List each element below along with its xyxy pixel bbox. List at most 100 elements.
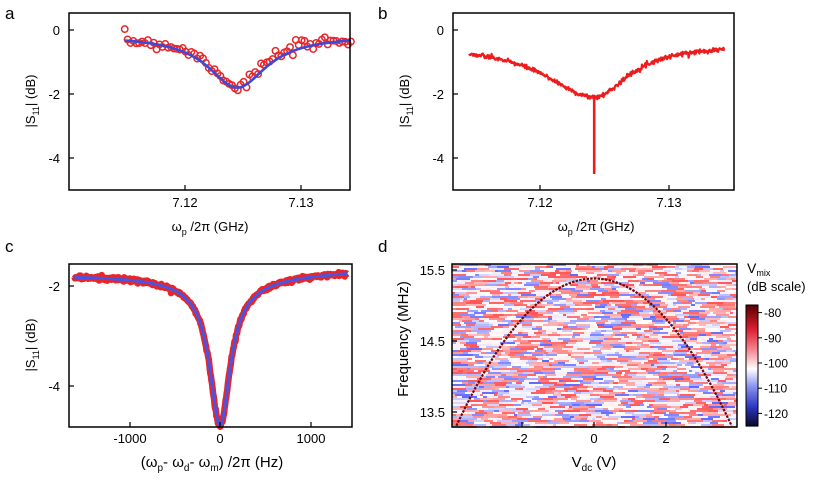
d-heatmap-cell — [530, 276, 533, 278]
d-heatmap-cell — [600, 286, 611, 288]
d-heatmap-cell — [686, 286, 702, 288]
d-heatmap-cell — [627, 266, 641, 268]
d-heatmap-cell — [579, 406, 589, 408]
d-heatmap-cell — [718, 410, 733, 412]
d-heatmap-cell — [495, 284, 498, 286]
d-heatmap-cell — [457, 350, 471, 352]
d-heatmap-cell — [587, 418, 592, 420]
d-heatmap-cell — [721, 286, 726, 288]
d-heatmap-cell — [634, 412, 650, 414]
d-heatmap-cell — [681, 354, 685, 356]
d-heatmap-cell — [470, 394, 480, 396]
d-heatmap-cell — [524, 284, 539, 286]
d-heatmap-cell — [720, 324, 728, 326]
d-heatmap-cell — [580, 334, 590, 336]
d-heatmap-cell — [548, 346, 564, 348]
d-heatmap-cell — [582, 374, 594, 376]
d-heatmap-cell — [652, 420, 666, 422]
colorbar-segment — [746, 341, 758, 344]
d-heatmap-cell — [624, 336, 629, 338]
d-heatmap-cell — [621, 268, 636, 270]
d-heatmap-cell — [542, 416, 548, 418]
d-heatmap-cell — [575, 362, 579, 364]
d-heatmap-cell — [599, 268, 604, 270]
d-heatmap-cell — [653, 358, 658, 360]
d-heatmap-cell — [452, 396, 457, 398]
d-heatmap-cell — [621, 416, 635, 418]
d-heatmap-cell — [548, 416, 562, 418]
d-heatmap-cell — [465, 282, 474, 284]
d-heatmap-cell — [456, 278, 470, 280]
d-heatmap-cell — [662, 368, 666, 370]
d-heatmap-cell — [590, 394, 599, 396]
d-heatmap-cell — [632, 360, 648, 362]
d-heatmap-cell — [494, 394, 497, 396]
d-heatmap-cell — [471, 330, 487, 332]
d-heatmap-cell — [586, 412, 601, 414]
d-heatmap-cell — [563, 376, 579, 378]
d-heatmap-cell — [588, 408, 603, 410]
d-heatmap-cell — [719, 294, 730, 296]
d-heatmap-cell — [495, 388, 499, 390]
d-heatmap-cell — [645, 398, 659, 400]
d-heatmap-cell — [667, 278, 674, 280]
d-heatmap-cell — [528, 360, 537, 362]
d-heatmap-cell — [644, 362, 659, 364]
d-heatmap-cell — [569, 414, 579, 416]
d-heatmap-cell — [609, 410, 619, 412]
colorbar-segment — [746, 337, 758, 340]
d-heatmap-cell — [511, 364, 514, 366]
d-heatmap-cell — [616, 272, 621, 274]
d-heatmap-cell — [480, 294, 485, 296]
d-heatmap-cell — [648, 372, 660, 374]
d-heatmap-cell — [466, 422, 474, 424]
d-heatmap-cell — [478, 384, 485, 386]
d-heatmap-cell — [511, 398, 523, 400]
d-heatmap-cell — [473, 424, 486, 426]
d-heatmap-cell — [645, 358, 649, 360]
d-heatmap-cell — [507, 342, 515, 344]
d-heatmap-cell — [552, 390, 565, 392]
d-heatmap-cell — [556, 344, 566, 346]
d-heatmap-cell — [696, 412, 702, 414]
d-heatmap-cell — [465, 272, 476, 274]
d-heatmap-cell — [634, 284, 639, 286]
d-heatmap-cell — [565, 362, 575, 364]
d-heatmap-cell — [663, 314, 675, 316]
d-heatmap-cell — [625, 298, 632, 300]
d-heatmap-cell — [499, 388, 510, 390]
d-heatmap-cell — [490, 334, 496, 336]
colorbar-segment — [746, 345, 758, 348]
d-heatmap-cell — [711, 332, 723, 334]
d-heatmap-cell — [640, 348, 644, 350]
d-heatmap-cell — [553, 424, 556, 426]
d-heatmap-cell — [638, 354, 649, 356]
d-heatmap-cell — [526, 290, 529, 292]
d-heatmap-cell — [508, 402, 521, 404]
d-heatmap-cell — [520, 300, 536, 302]
d-heatmap-cell — [734, 400, 737, 402]
d-heatmap-cell — [622, 316, 629, 318]
d-heatmap-cell — [552, 300, 559, 302]
d-heatmap-cell — [452, 382, 462, 384]
d-heatmap-cell — [654, 346, 660, 348]
d-heatmap-cell — [488, 336, 492, 338]
d-heatmap-cell — [467, 408, 477, 410]
d-heatmap-cell — [703, 276, 710, 278]
d-heatmap-cell — [580, 404, 586, 406]
panel-c-frame — [68, 263, 353, 428]
d-heatmap-cell — [493, 412, 502, 414]
d-heatmap-cell — [520, 304, 527, 306]
d-heatmap-cell — [557, 328, 561, 330]
panel-a-frame — [68, 12, 351, 191]
d-heatmap-cell — [655, 418, 658, 420]
d-heatmap-cell — [690, 368, 700, 370]
d-heatmap-cell — [596, 376, 612, 378]
d-heatmap-cell — [577, 396, 580, 398]
d-heatmap-cell — [696, 362, 706, 364]
d-heatmap-cell — [495, 270, 498, 272]
d-heatmap-cell — [462, 382, 468, 384]
d-heatmap-cell — [667, 404, 683, 406]
d-heatmap-cell — [641, 266, 652, 268]
d-heatmap-cell — [630, 404, 640, 406]
